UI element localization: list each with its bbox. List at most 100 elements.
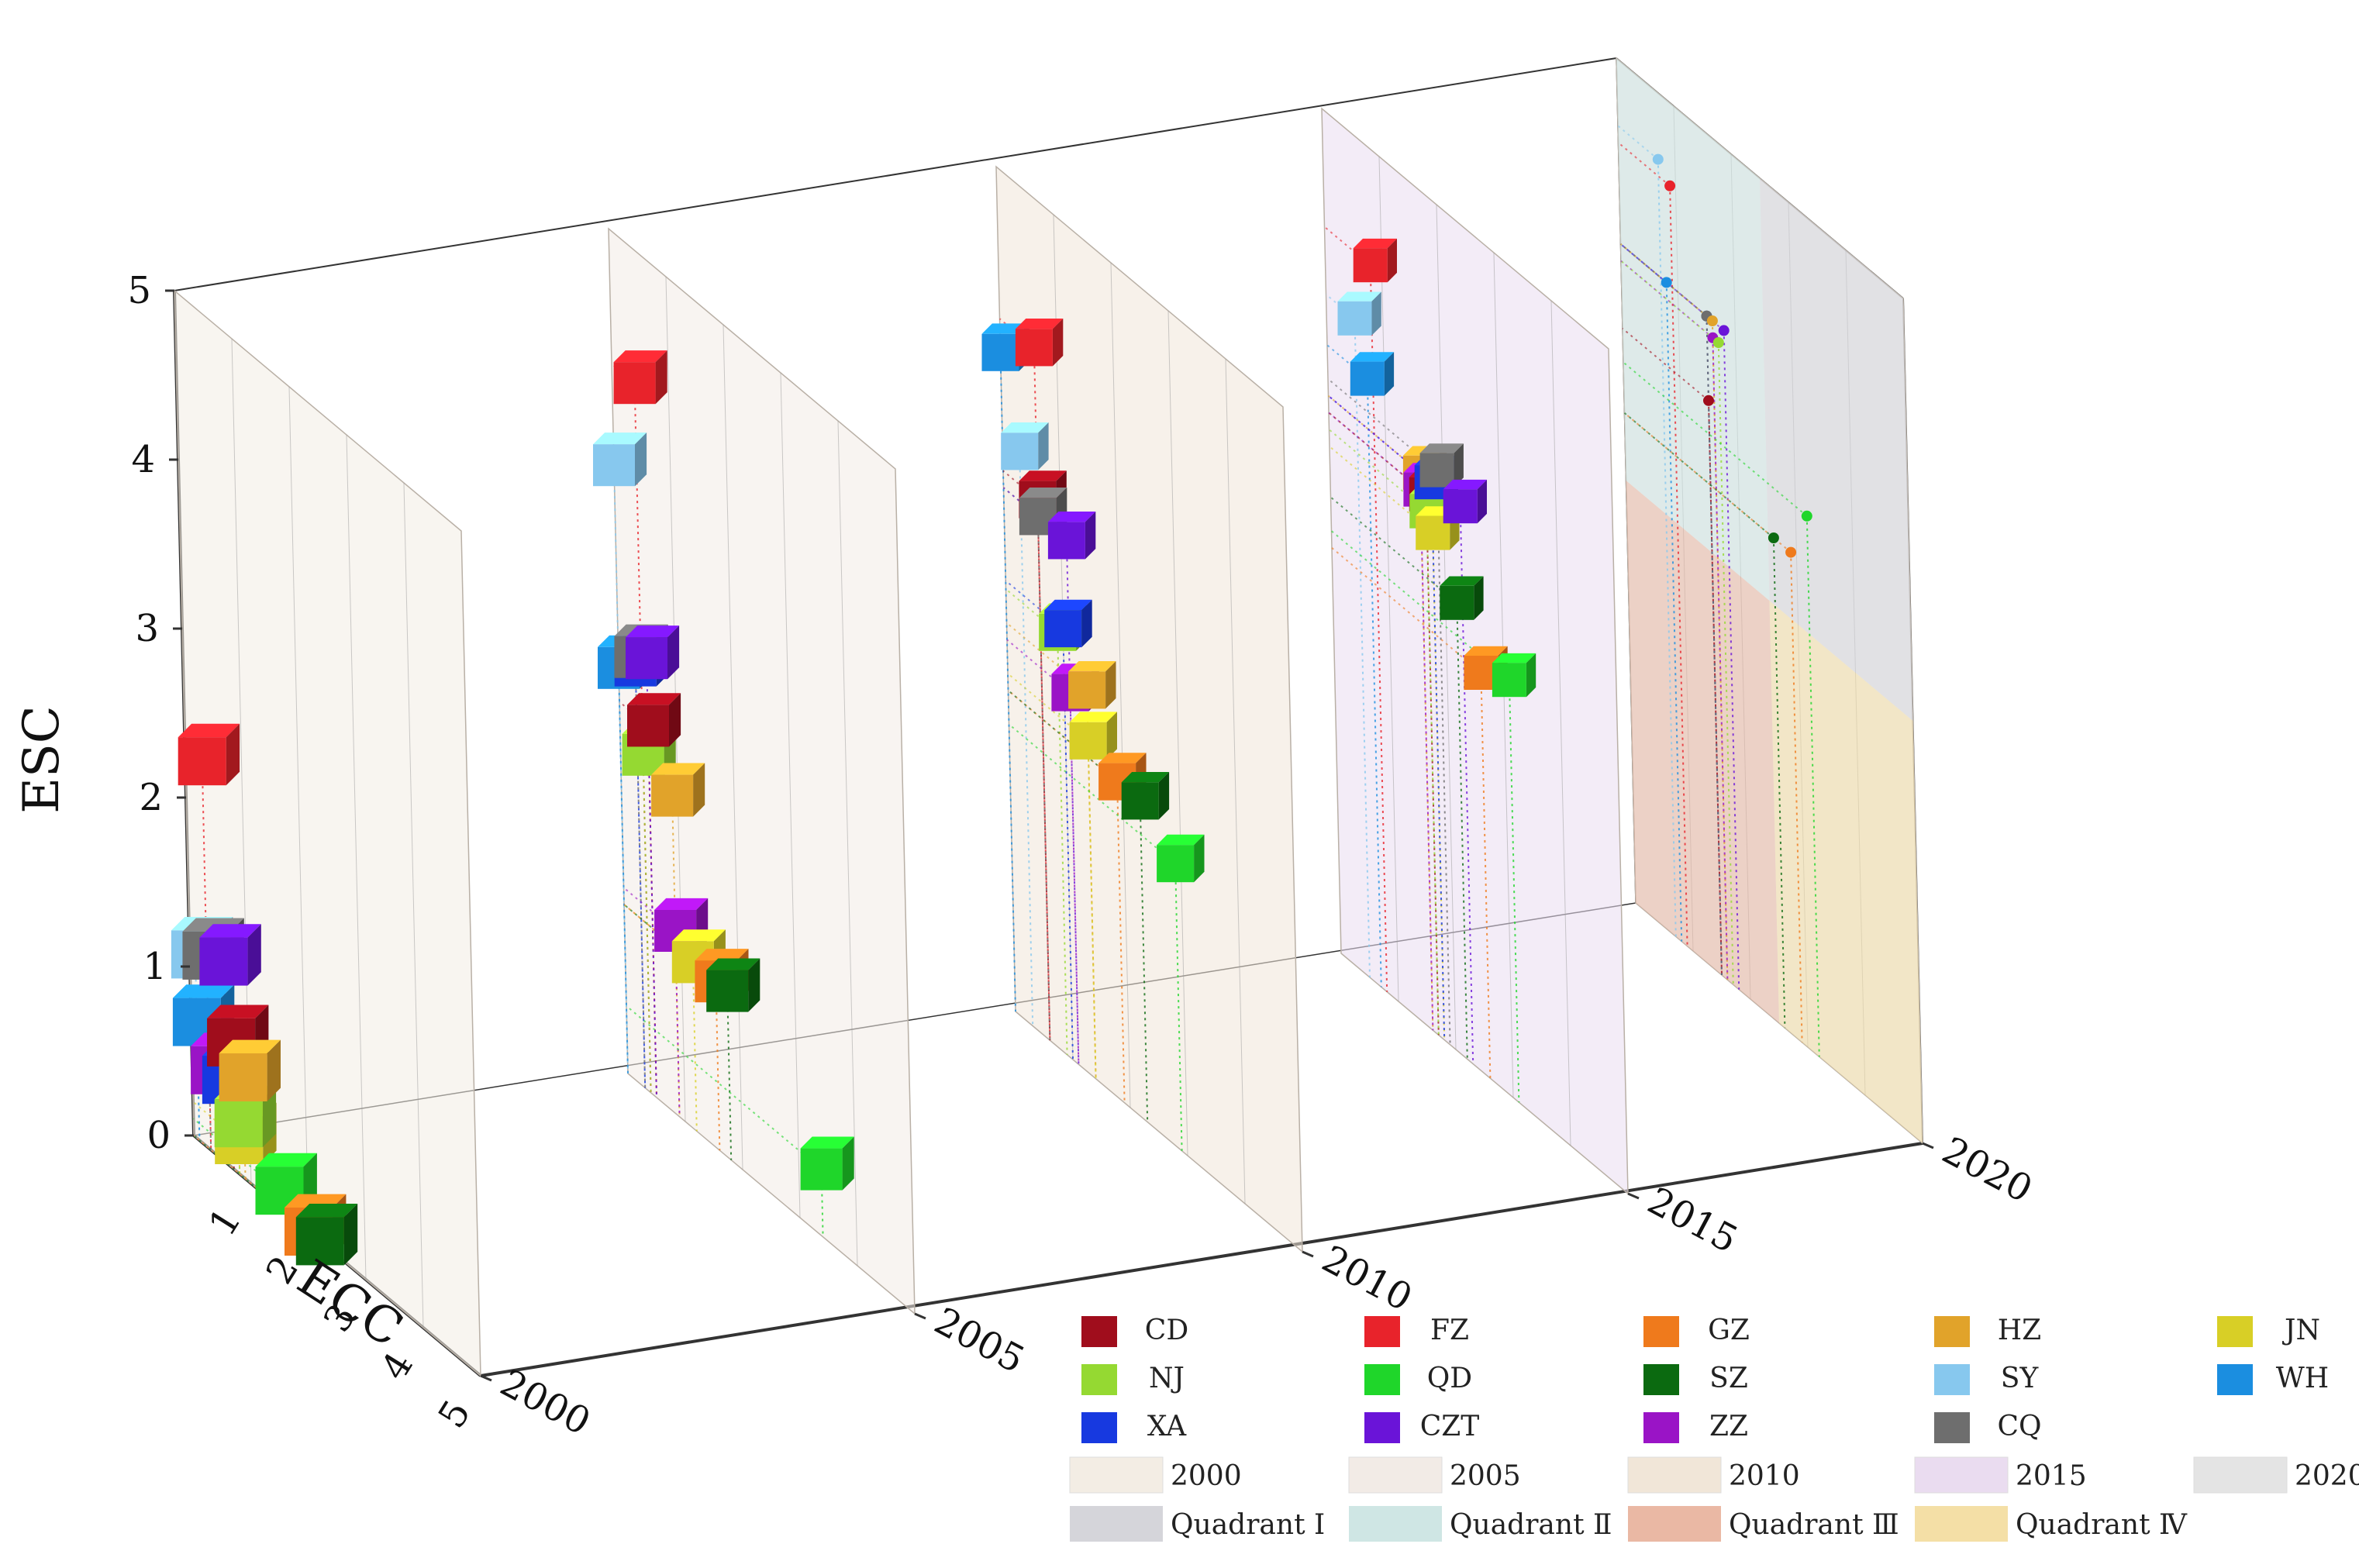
plane-grid-line (346, 434, 367, 1280)
drop-line (642, 754, 652, 1093)
cube-face-side (667, 625, 680, 680)
cube-JN-2010 (1069, 712, 1117, 760)
drop-line (999, 352, 1016, 1012)
cube-face-front (1419, 453, 1454, 488)
legend-swatch (1914, 1456, 2009, 1494)
legend-label: HZ (1998, 1315, 2041, 1346)
legend-label: XA (1147, 1411, 1187, 1442)
drop-line (1036, 516, 1051, 1041)
drop-line (1005, 622, 1088, 691)
cube-face-side (1038, 422, 1049, 470)
cube-face-front (214, 1099, 263, 1148)
point-HZ-2020 (1706, 315, 1718, 326)
drop-line (1007, 690, 1118, 783)
legend-swatch (1364, 1412, 1400, 1443)
legend-item-year-2005: 2005 (1348, 1456, 1521, 1494)
cube-face-front (1443, 489, 1478, 524)
drop-line (1723, 330, 1740, 990)
year-tick-mark (1922, 1142, 1934, 1149)
cube-face-top (199, 924, 261, 938)
point-WH-2020 (1661, 277, 1672, 288)
drop-line (1330, 496, 1457, 604)
drop-line (1665, 282, 1683, 942)
quadrant-patch-2 (1616, 58, 1770, 601)
cube-face-side (267, 1039, 281, 1101)
legend-item-cd: CD (1081, 1315, 1188, 1347)
legend-item-fz: FZ (1364, 1315, 1469, 1347)
plane-grid-line (1225, 358, 1246, 1204)
esc-tick-label: 0 (147, 1114, 171, 1157)
legend: CD FZ GZ HZ JN NJ QD SZ SY WH XA CZT ZZ CQ 2000 2005 201… (1069, 1315, 2359, 1542)
cube-face-top (706, 958, 760, 970)
plane-grid-line (723, 324, 743, 1170)
plane-grid-line (403, 482, 424, 1328)
drop-line (1174, 863, 1183, 1151)
cube-face-front (1492, 663, 1526, 698)
drop-line (1033, 347, 1051, 1041)
cube-QD-2000 (255, 1153, 317, 1215)
cube-FZ-2020 (1664, 180, 1676, 191)
cube-face-front (1044, 610, 1082, 648)
legend-item-quadrant-3: Quadrant Ⅲ (1628, 1506, 1899, 1542)
drop-line (1007, 673, 1089, 742)
cube-face-top (1068, 661, 1116, 672)
cube-face-front (178, 737, 226, 786)
drop-line (1708, 400, 1723, 976)
legend-label: CQ (1997, 1411, 2041, 1442)
legend-item-czt: CZT (1364, 1411, 1479, 1443)
cube-face-front (706, 970, 749, 1012)
drop-line (1323, 226, 1371, 266)
year-tick-label: 2000 (493, 1361, 597, 1444)
cube-HZ-2000 (219, 1039, 281, 1101)
cube-face-top (1069, 712, 1117, 722)
cube-face-side (1105, 661, 1116, 709)
legend-label: Quadrant Ⅲ (1729, 1509, 1899, 1541)
cube-face-side (748, 958, 760, 1012)
drop-line (1116, 781, 1126, 1103)
cube-CZT-2015 (1443, 479, 1487, 524)
data-cubes (171, 153, 1812, 1266)
plane-grid-line (1110, 262, 1131, 1108)
cube-face-top (1353, 238, 1397, 249)
drop-line (1623, 412, 1792, 553)
cube-face-front (1353, 248, 1388, 283)
legend-swatch (1934, 1364, 1970, 1395)
cube-face-side (1158, 772, 1170, 820)
cube-face-front (219, 1053, 267, 1101)
cube-face-side (1052, 319, 1064, 367)
drop-line (626, 1005, 823, 1170)
legend-label: Quadrant Ⅳ (2016, 1509, 2188, 1541)
cube-face-front (1069, 722, 1107, 760)
cube-face-top (695, 949, 749, 961)
drop-line (1619, 243, 1713, 322)
cube-face-front (199, 937, 248, 986)
cube-face-top (654, 898, 709, 910)
year-tick-label: 2010 (1315, 1237, 1419, 1320)
ecc-tick-label: 5 (430, 1393, 480, 1436)
legend-item-sy: SY (1934, 1363, 2039, 1395)
year-tick-mark (480, 1374, 492, 1382)
drop-line (1669, 185, 1688, 946)
legend-label: Quadrant Ⅱ (1450, 1509, 1612, 1541)
plane-grid-line (837, 420, 858, 1266)
cube-face-top (1015, 319, 1064, 329)
cube-QD-2020 (1801, 510, 1812, 522)
legend-label: 2010 (1729, 1460, 1800, 1492)
drop-line (1426, 511, 1440, 1036)
drop-line (1790, 552, 1803, 1042)
drop-line (1617, 125, 1659, 160)
cube-face-side (1371, 291, 1381, 336)
cube-face-side (842, 1136, 854, 1191)
cube-SZ-2015 (1440, 576, 1484, 620)
cube-face-side (1474, 576, 1484, 620)
legend-item-year-2020: 2020 (2193, 1456, 2359, 1494)
cube-face-top (295, 1204, 358, 1218)
legend-label: NJ (1149, 1363, 1185, 1394)
legend-label: 2005 (1450, 1460, 1521, 1492)
point-QD-2020 (1801, 510, 1812, 522)
cube-HZ-2010 (1068, 661, 1116, 709)
legend-swatch (1627, 1456, 1722, 1494)
cube-face-top (800, 1136, 854, 1149)
drop-line (1456, 602, 1468, 1060)
